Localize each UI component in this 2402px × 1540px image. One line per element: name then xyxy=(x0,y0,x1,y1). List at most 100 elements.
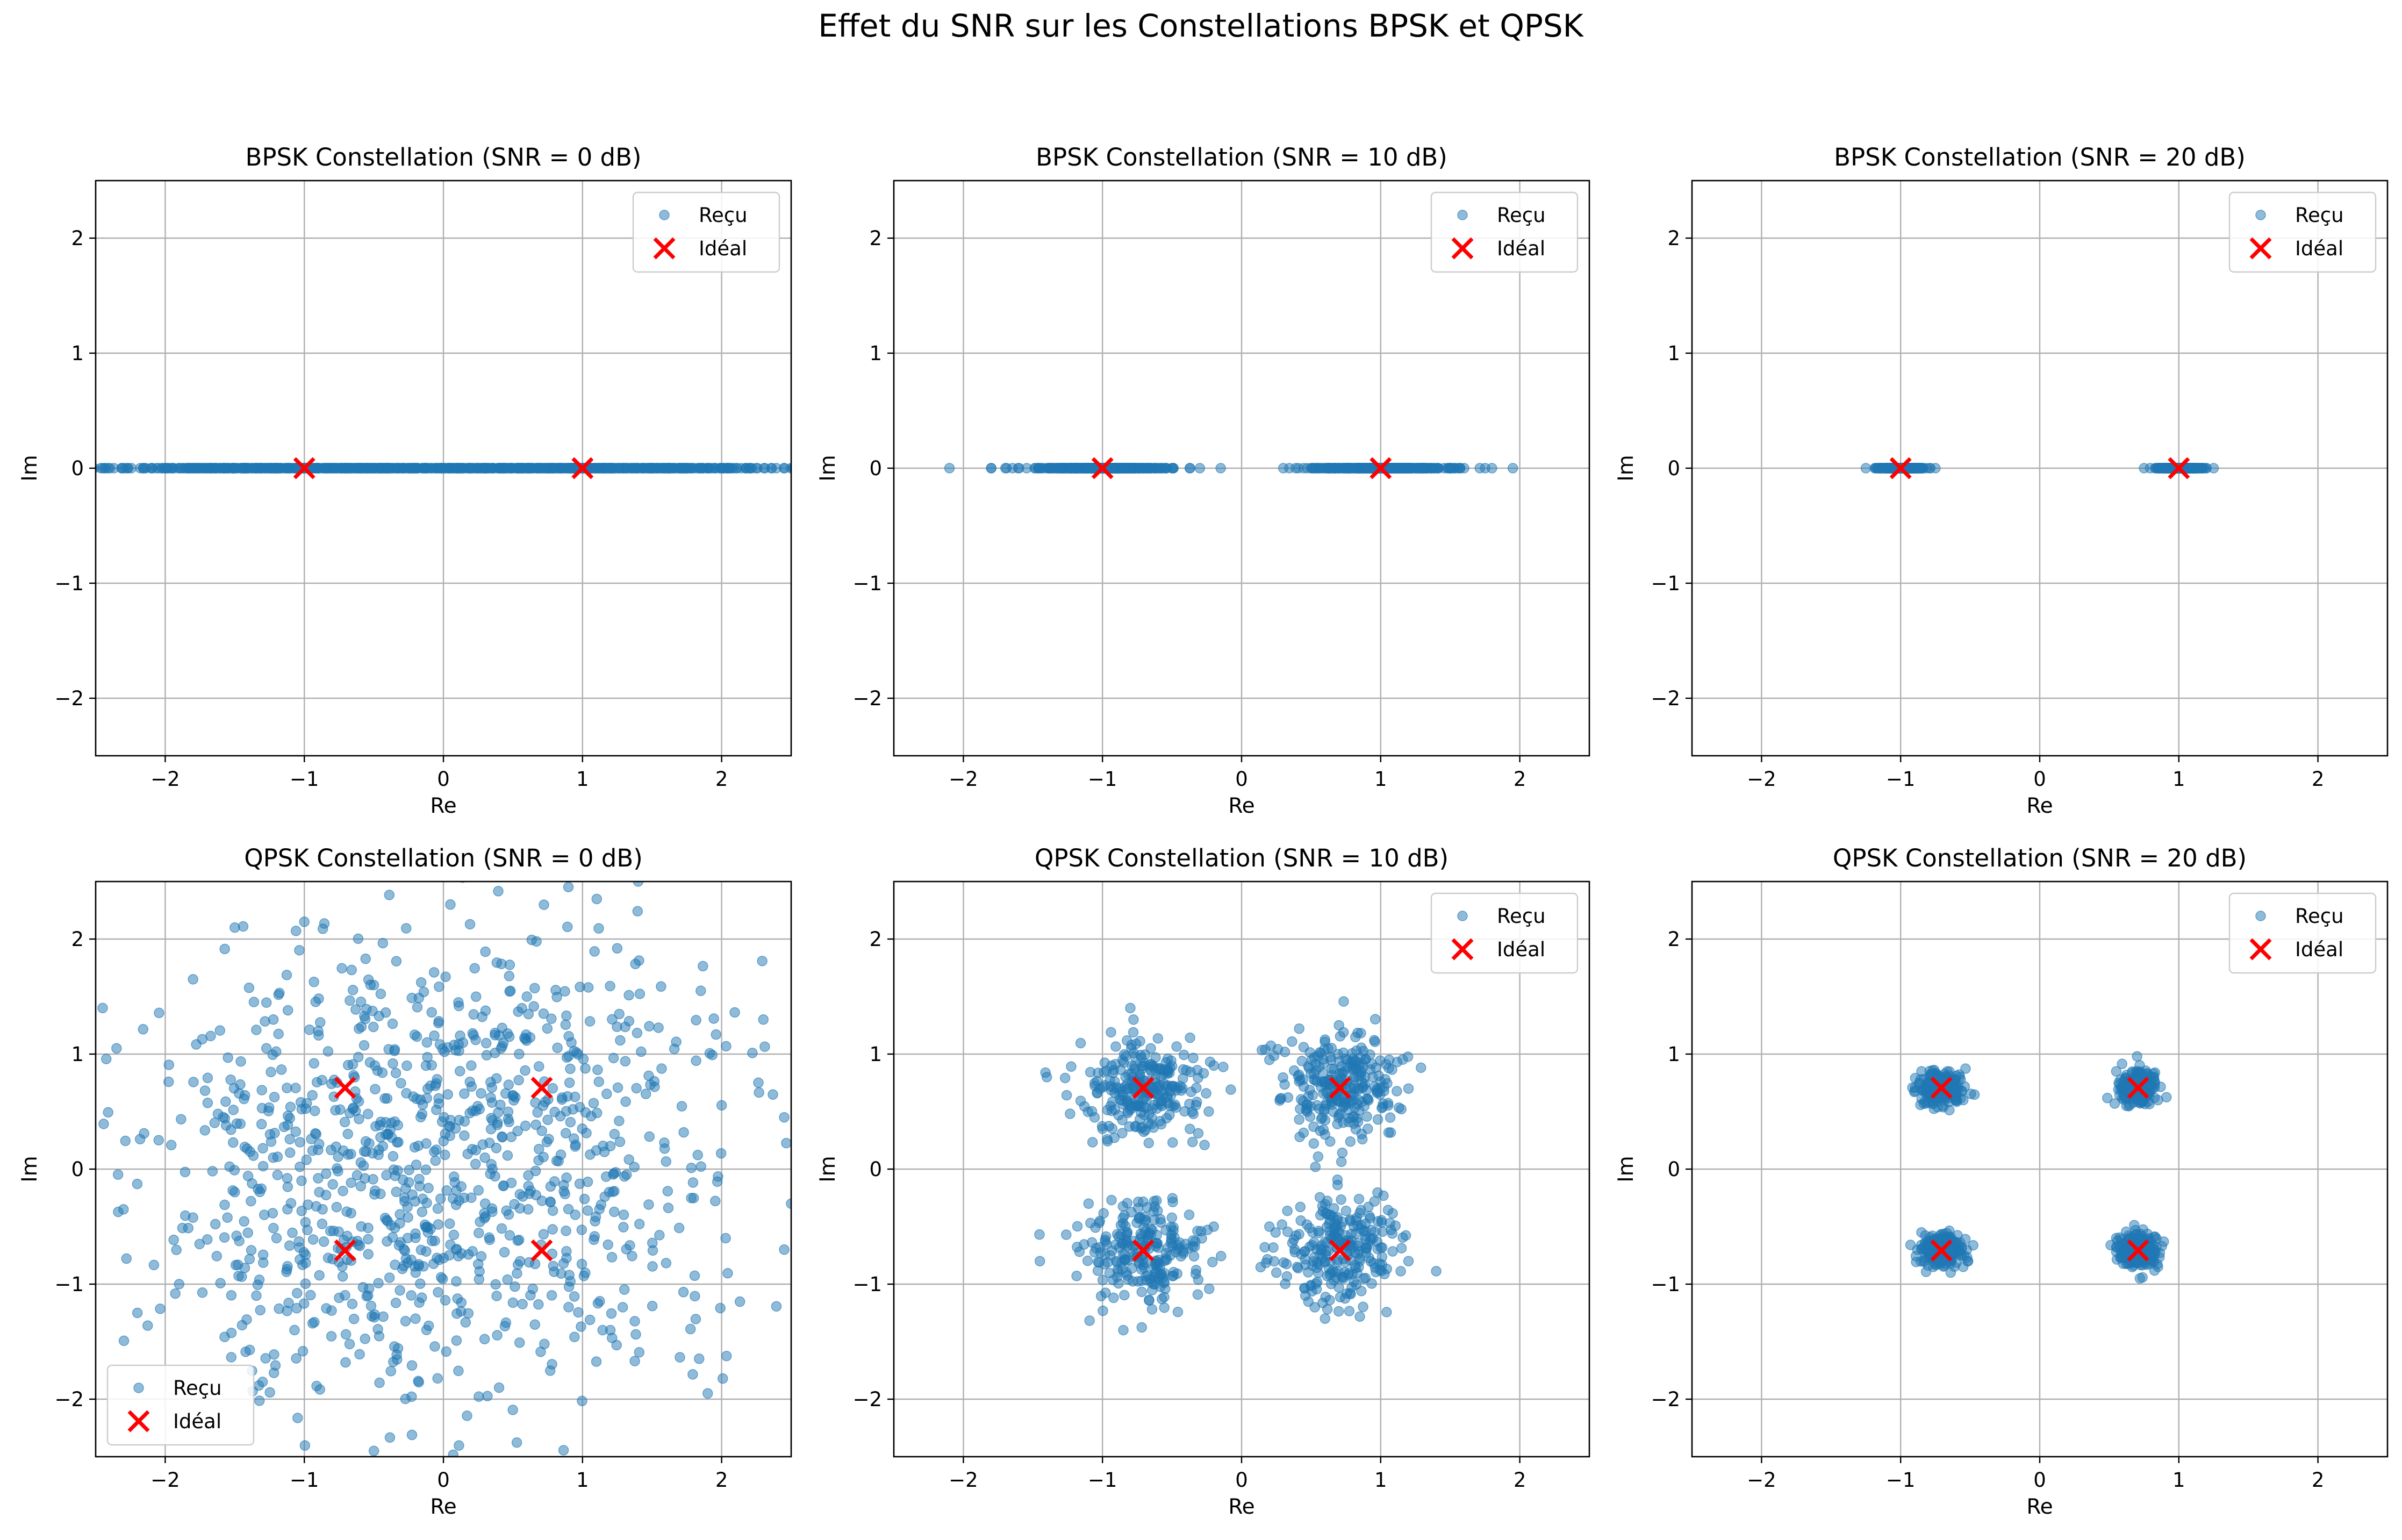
data-point xyxy=(257,463,268,474)
data-point xyxy=(1143,1137,1155,1149)
data-point xyxy=(757,956,768,966)
data-point xyxy=(498,1180,509,1192)
data-point xyxy=(618,1209,629,1220)
data-point xyxy=(720,1233,731,1244)
data-point xyxy=(142,1320,153,1331)
data-point xyxy=(540,463,551,474)
x-tick-label: 1 xyxy=(576,1469,589,1492)
data-point xyxy=(1417,463,1428,474)
data-point xyxy=(596,1199,606,1210)
data-point xyxy=(576,1224,587,1235)
data-point xyxy=(266,1066,276,1078)
data-point xyxy=(448,1229,460,1241)
data-point xyxy=(299,916,310,927)
data-point xyxy=(226,1290,237,1301)
data-point xyxy=(1106,1027,1116,1038)
data-point xyxy=(504,1230,515,1241)
data-point xyxy=(355,996,367,1007)
data-point xyxy=(514,1189,525,1200)
data-point xyxy=(436,1116,448,1127)
data-point xyxy=(285,1198,297,1209)
data-point xyxy=(1350,1124,1361,1135)
y-tick-label: 2 xyxy=(71,227,84,250)
data-point xyxy=(1184,1209,1195,1220)
data-point xyxy=(331,1201,342,1213)
data-point xyxy=(410,1313,421,1324)
data-point xyxy=(1909,463,1920,474)
data-point xyxy=(340,1357,351,1368)
y-axis-label: Im xyxy=(816,455,840,482)
data-point xyxy=(661,1156,672,1167)
data-point xyxy=(479,1334,490,1345)
data-point xyxy=(338,1185,348,1197)
data-point xyxy=(399,463,410,474)
data-point xyxy=(634,1219,645,1229)
data-point xyxy=(321,1303,332,1314)
data-point xyxy=(466,1081,477,1092)
data-point xyxy=(531,463,542,474)
data-point xyxy=(576,1258,587,1270)
data-point xyxy=(634,989,646,999)
data-point xyxy=(222,1212,233,1223)
data-point xyxy=(511,1437,522,1448)
data-point xyxy=(546,1290,557,1301)
data-point xyxy=(466,1060,477,1071)
data-point xyxy=(520,1120,531,1131)
data-point xyxy=(368,979,379,991)
data-point xyxy=(284,1134,296,1145)
data-point xyxy=(591,463,602,474)
data-point xyxy=(521,1029,532,1040)
data-point xyxy=(469,963,480,974)
data-point xyxy=(226,1327,237,1338)
data-point xyxy=(154,1007,164,1019)
data-point xyxy=(301,1154,312,1165)
data-point xyxy=(502,1150,513,1161)
data-point xyxy=(207,1166,218,1177)
data-point xyxy=(219,1232,230,1243)
data-point xyxy=(414,1297,425,1308)
data-point xyxy=(251,1290,262,1301)
data-point xyxy=(687,1369,698,1380)
data-point xyxy=(603,463,614,474)
data-point xyxy=(1071,463,1082,474)
data-point xyxy=(437,1273,448,1284)
data-point xyxy=(252,1279,263,1290)
data-point xyxy=(656,1063,667,1074)
data-point xyxy=(418,986,429,998)
data-point xyxy=(406,1290,417,1301)
data-point xyxy=(442,1089,453,1100)
data-point xyxy=(411,1031,422,1042)
data-point xyxy=(517,1299,528,1309)
data-point xyxy=(1428,463,1439,474)
data-point xyxy=(601,1088,612,1099)
data-point xyxy=(259,1209,270,1220)
y-tick-label: −2 xyxy=(852,687,882,710)
data-point xyxy=(171,1244,182,1255)
data-point xyxy=(199,1125,211,1136)
data-point xyxy=(851,463,861,473)
data-point xyxy=(1406,463,1416,474)
data-point xyxy=(341,1206,352,1217)
data-point xyxy=(609,1206,620,1217)
data-point xyxy=(1166,1212,1178,1223)
data-point xyxy=(409,1142,420,1153)
data-point xyxy=(560,1019,571,1030)
data-point xyxy=(1194,463,1206,474)
data-point xyxy=(424,463,435,474)
data-point xyxy=(1333,1306,1344,1317)
data-point xyxy=(318,1236,329,1247)
data-point xyxy=(438,1136,449,1147)
data-point xyxy=(492,1330,503,1341)
chart-title: BPSK Constellation (SNR = 20 dB) xyxy=(1834,143,2246,171)
data-point xyxy=(1365,1256,1376,1267)
y-tick-label: 2 xyxy=(1667,227,1680,250)
data-point xyxy=(360,1013,371,1025)
data-point xyxy=(715,1148,727,1159)
data-point xyxy=(256,1119,267,1130)
data-point xyxy=(533,1155,544,1166)
data-point xyxy=(589,946,600,957)
data-point xyxy=(453,1365,464,1377)
data-point xyxy=(230,1187,240,1198)
